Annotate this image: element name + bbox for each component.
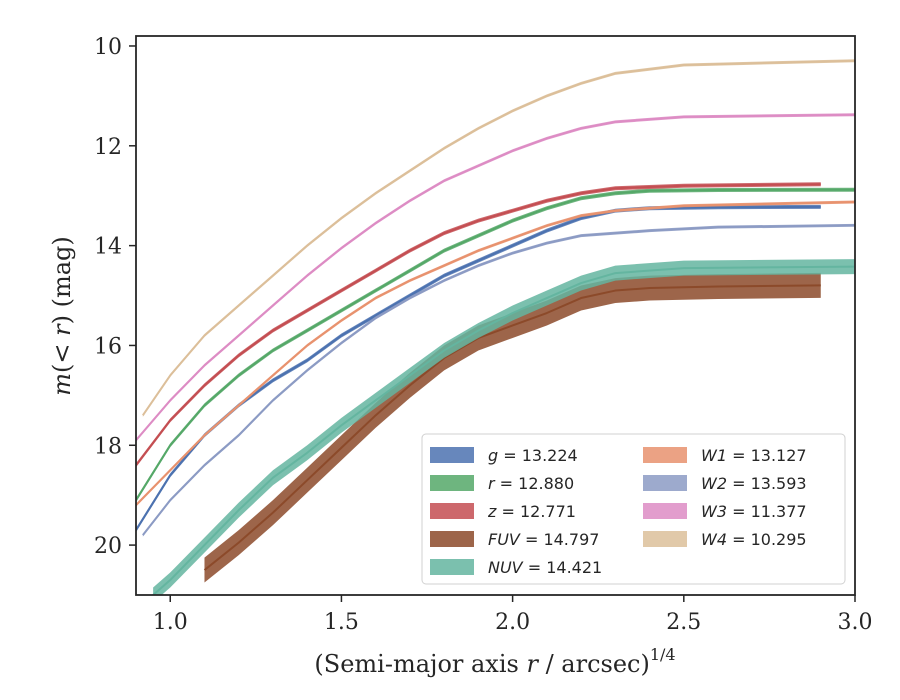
legend-swatch-w1 <box>643 447 687 463</box>
y-tick-label: 10 <box>94 35 122 60</box>
legend-label-w1: W1 = 13.127 <box>701 446 807 465</box>
legend-entries: g = 13.224 r = 12.880 z = 12.771 FUV = 14.7… <box>430 446 807 577</box>
series-band-fuv <box>204 272 821 583</box>
legend-swatch-g <box>430 447 474 463</box>
x-tick-label: 1.5 <box>324 610 359 635</box>
legend-swatch-nuv <box>430 559 474 575</box>
legend-swatch-z <box>430 503 474 519</box>
series-band-w4 <box>142 59 855 417</box>
y-tick-label: 18 <box>94 434 122 459</box>
x-tick-label: 2.0 <box>495 610 530 635</box>
series-line-w3 <box>136 113 855 441</box>
series-line-r <box>136 188 855 501</box>
legend-swatch-w4 <box>643 531 687 547</box>
legend-label-w2: W2 = 13.593 <box>701 474 807 493</box>
y-tick-label: 14 <box>94 235 122 260</box>
y-axis: 10 12 14 16 18 20 <box>94 35 136 559</box>
series-layer <box>136 59 855 595</box>
legend-label-nuv: NUV = 14.421 <box>488 558 602 577</box>
legend-swatch-w2 <box>643 475 687 491</box>
legend-label-g: g = 13.224 <box>488 446 578 465</box>
y-tick-label: 20 <box>94 534 122 559</box>
x-tick-label: 2.5 <box>666 610 701 635</box>
legend-label-fuv: FUV = 14.797 <box>488 530 599 549</box>
series-line-w2 <box>142 224 855 536</box>
plot-frame <box>135 35 856 596</box>
x-axis: 1.0 1.5 2.0 2.5 3.0 <box>153 595 873 635</box>
y-axis-title: m(< r) (mag) <box>48 236 76 396</box>
legend-label-r: r = 12.880 <box>488 474 574 493</box>
series-line-w4 <box>142 59 855 416</box>
legend-box <box>421 433 846 585</box>
legend-swatch-fuv <box>430 531 474 547</box>
series-line-w1 <box>136 201 855 506</box>
legend: g = 13.224 r = 12.880 z = 12.771 FUV = 14.7… <box>421 433 846 585</box>
x-tick-label: 3.0 <box>838 610 873 635</box>
y-tick-label: 12 <box>94 135 122 160</box>
y-tick-label: 16 <box>94 334 122 359</box>
legend-label-w3: W3 = 11.377 <box>701 502 807 521</box>
legend-swatch-r <box>430 475 474 491</box>
series-line-z <box>136 183 821 466</box>
series-line-nuv <box>152 265 855 595</box>
legend-label-w4: W4 = 10.295 <box>701 530 807 549</box>
legend-label-z: z = 12.771 <box>487 502 576 521</box>
x-axis-title: (Semi-major axis r / arcsec)1/4 <box>314 645 675 678</box>
x-tick-label: 1.0 <box>153 610 188 635</box>
series-band-r <box>136 187 855 503</box>
legend-swatch-w3 <box>643 503 687 519</box>
